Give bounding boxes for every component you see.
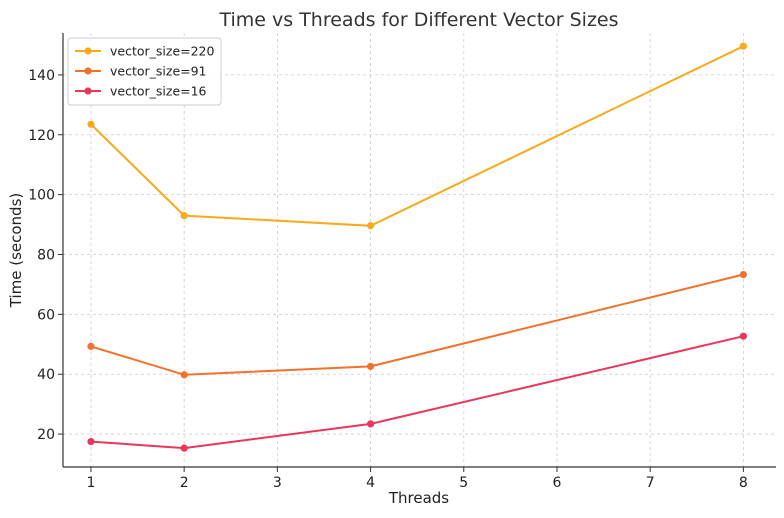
data-point	[87, 342, 95, 350]
series-2	[87, 270, 747, 379]
axes-frame	[62, 33, 776, 468]
x-tick-label: 3	[273, 475, 282, 491]
chart-title: Time vs Threads for Different Vector Siz…	[218, 9, 618, 31]
series-1	[87, 42, 747, 230]
x-tick-label: 4	[366, 475, 375, 491]
series-group	[87, 42, 747, 452]
series-line	[90, 273, 744, 376]
series-line	[90, 335, 744, 450]
legend-swatch-marker	[84, 47, 92, 55]
y-axis-ticks: 20 40 60 80 100 120 140	[28, 68, 63, 443]
legend-swatch-marker	[84, 67, 92, 75]
y-axis-label: Time (seconds)	[7, 193, 25, 309]
y-tick-label: 40	[37, 367, 55, 383]
y-tick-label: 100	[28, 188, 55, 204]
x-axis-label: Threads	[388, 489, 449, 507]
legend-box	[67, 37, 222, 106]
data-point	[366, 222, 375, 230]
x-tick-label: 8	[739, 475, 748, 491]
x-tick-label: 7	[646, 475, 655, 491]
data-point	[87, 437, 95, 446]
y-tick-label: 20	[37, 427, 55, 443]
data-point	[180, 211, 188, 220]
series-3	[87, 332, 747, 452]
data-point	[739, 42, 747, 50]
y-tick-label: 120	[28, 128, 55, 144]
data-point	[180, 371, 188, 379]
x-tick-label: 5	[459, 475, 468, 491]
data-point	[87, 120, 95, 128]
grid	[63, 33, 776, 467]
y-tick-label: 60	[37, 307, 55, 323]
legend-label: vector_size=220	[110, 44, 215, 59]
data-point	[180, 444, 188, 452]
y-tick-label: 80	[37, 247, 55, 263]
data-point	[366, 362, 375, 371]
x-axis-ticks: 1 2 3 4 5 6 7 8	[86, 467, 748, 491]
data-point	[739, 332, 747, 340]
legend-swatch-marker	[84, 87, 92, 95]
legend: vector_size=220 vector_size=91 vector_size…	[67, 37, 222, 106]
x-tick-label: 1	[86, 475, 95, 491]
data-point	[739, 270, 747, 279]
y-tick-label: 140	[28, 68, 55, 84]
x-tick-label: 2	[180, 475, 189, 491]
legend-label: vector_size=16	[110, 84, 207, 99]
x-tick-label: 6	[553, 475, 562, 491]
legend-label: vector_size=91	[110, 64, 207, 79]
data-point	[366, 420, 375, 428]
series-line	[90, 45, 744, 227]
